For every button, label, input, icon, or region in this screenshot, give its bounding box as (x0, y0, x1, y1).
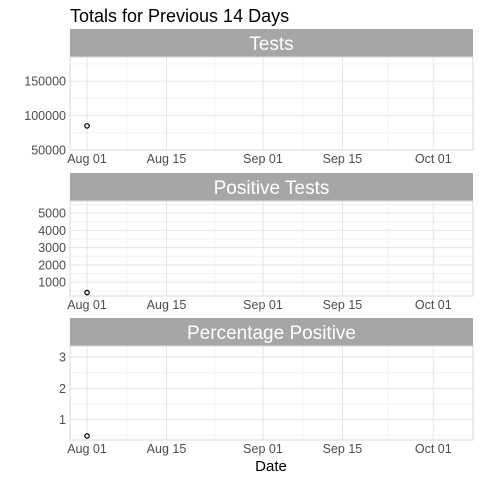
facet-strip-label: Percentage Positive (187, 323, 356, 344)
x-tick-label: Oct 01 (415, 152, 452, 166)
x-tick-label: Aug 01 (67, 152, 107, 166)
panel-frame (69, 200, 474, 297)
y-tick-label: 1 (59, 413, 66, 427)
panel-frame (69, 345, 474, 441)
y-tick-label: 2 (59, 382, 66, 396)
data-point (84, 289, 90, 296)
x-tick-label: Sep 01 (243, 298, 283, 312)
x-tick-label: Aug 15 (147, 442, 187, 456)
x-tick-label: Oct 01 (415, 298, 452, 312)
y-tick-label: 2000 (38, 258, 66, 272)
x-tick-label: Aug 15 (147, 298, 187, 312)
data-point (84, 433, 90, 439)
x-tick-label: Aug 01 (67, 298, 107, 312)
facet-strip (70, 173, 473, 201)
x-tick-label: Sep 15 (323, 442, 363, 456)
facet-strip-label: Tests (249, 34, 293, 55)
panel-2: Positive Tests Aug 01 Aug 15 Sep 01 Sep 15 Oc… (38, 173, 474, 312)
x-tick-label: Sep 01 (243, 152, 283, 166)
y-tick-label: 5000 (38, 207, 66, 221)
y-tick-label: 4000 (38, 224, 66, 238)
y-tick-label: 1000 (38, 276, 66, 290)
x-axis-label: Date (255, 458, 287, 475)
chart-title: Totals for Previous 14 Days (70, 6, 289, 26)
facet-strip (70, 29, 473, 57)
y-tick-label: 100000 (24, 109, 66, 123)
y-tick-label: 3 (59, 350, 66, 364)
x-tick-label: Sep 15 (323, 152, 363, 166)
y-tick-label: 150000 (24, 75, 66, 89)
facet-strip-label: Positive Tests (214, 178, 330, 199)
y-tick-label: 3000 (38, 241, 66, 255)
panel-1: Tests Aug 01 Aug 15 Sep 01 Sep 15 Oct 01 50000… (24, 29, 474, 166)
x-tick-label: Aug 01 (67, 442, 107, 456)
panel-frame (69, 56, 474, 151)
x-tick-label: Oct 01 (415, 442, 452, 456)
data-point (84, 123, 90, 129)
chart-panels: Tests Aug 01 Aug 15 Sep 01 Sep 15 Oct 01 50000… (24, 29, 474, 456)
facet-strip (70, 318, 473, 346)
y-tick-label: 50000 (31, 144, 66, 158)
x-tick-label: Sep 15 (323, 298, 363, 312)
panel-3: Percentage Positive Aug 01 Aug 15 Sep 01 Sep… (59, 318, 474, 456)
x-tick-label: Sep 01 (243, 442, 283, 456)
x-tick-label: Aug 15 (147, 152, 187, 166)
